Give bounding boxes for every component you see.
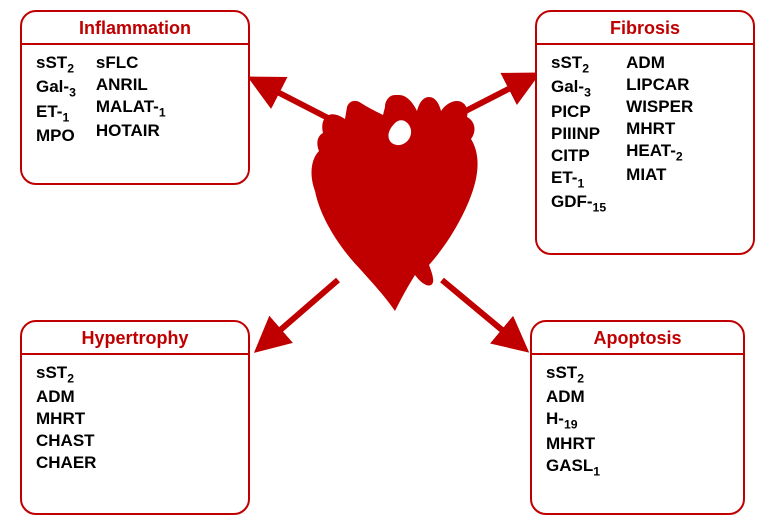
list-item: WISPER xyxy=(626,97,693,117)
list-item: ANRIL xyxy=(96,75,166,95)
list-column: sST2ADMMHRTCHASTCHAER xyxy=(36,363,96,473)
list-item: MALAT-1 xyxy=(96,97,166,119)
list-item: ADM xyxy=(36,387,96,407)
list-item: CHAER xyxy=(36,453,96,473)
list-item: sST2 xyxy=(36,363,96,385)
list-item: Gal-3 xyxy=(36,77,76,99)
subscript: 1 xyxy=(577,176,584,190)
list-item: HOTAIR xyxy=(96,121,166,141)
list-item: PICP xyxy=(551,102,606,122)
arrow-to-apoptosis xyxy=(442,280,520,345)
fibrosis-body: sST2Gal-3 PICPPIIINPCITPET-1GDF-15 ADMLIPC… xyxy=(537,45,753,225)
list-item: PIIINP xyxy=(551,124,606,144)
list-item: MIAT xyxy=(626,165,693,185)
list-item: LIPCAR xyxy=(626,75,693,95)
subscript: 3 xyxy=(69,86,76,100)
list-item: ADM xyxy=(626,53,693,73)
list-item: CHAST xyxy=(36,431,96,451)
apoptosis-box: Apoptosis sST2ADMH-19 MHRTGASL1 xyxy=(530,320,745,515)
arrow-to-fibrosis xyxy=(452,78,530,118)
subscript: 2 xyxy=(676,149,683,163)
hypertrophy-body: sST2ADMMHRTCHASTCHAER xyxy=(22,355,248,483)
fibrosis-title: Fibrosis xyxy=(537,12,753,45)
hypertrophy-title: Hypertrophy xyxy=(22,322,248,355)
list-item: HEAT-2 xyxy=(626,141,693,163)
apoptosis-body: sST2ADMH-19 MHRTGASL1 xyxy=(532,355,743,488)
subscript: 19 xyxy=(564,418,578,432)
inflammation-title: Inflammation xyxy=(22,12,248,45)
list-item: ET-1 xyxy=(36,102,76,124)
list-column: sFLCANRILMALAT-1HOTAIR xyxy=(96,53,166,146)
arrow-to-inflammation xyxy=(258,82,328,118)
list-item: Gal-3 xyxy=(551,77,606,99)
subscript: 2 xyxy=(67,61,74,75)
apoptosis-title: Apoptosis xyxy=(532,322,743,355)
subscript: 15 xyxy=(593,201,607,215)
fibrosis-box: Fibrosis sST2Gal-3 PICPPIIINPCITPET-1GDF-… xyxy=(535,10,755,255)
list-item: MPO xyxy=(36,126,76,146)
inflammation-box: Inflammation sST2Gal-3 ET-1MPO sFLCANRILMA… xyxy=(20,10,250,185)
list-item: MHRT xyxy=(36,409,96,429)
list-item: sST2 xyxy=(36,53,76,75)
subscript: 1 xyxy=(593,464,600,478)
list-item: H-19 xyxy=(546,409,600,431)
subscript: 3 xyxy=(584,86,591,100)
list-item: GDF-15 xyxy=(551,192,606,214)
subscript: 2 xyxy=(577,371,584,385)
subscript: 1 xyxy=(62,110,69,124)
list-item: sST2 xyxy=(546,363,600,385)
list-column: sST2Gal-3 ET-1MPO xyxy=(36,53,76,146)
list-column: sST2Gal-3 PICPPIIINPCITPET-1GDF-15 xyxy=(551,53,606,215)
list-item: ADM xyxy=(546,387,600,407)
list-item: sST2 xyxy=(551,53,606,75)
subscript: 2 xyxy=(582,61,589,75)
list-item: CITP xyxy=(551,146,606,166)
arrow-to-hypertrophy xyxy=(263,280,338,345)
list-item: MHRT xyxy=(626,119,693,139)
list-column: ADMLIPCARWISPERMHRTHEAT-2MIAT xyxy=(626,53,693,215)
list-item: sFLC xyxy=(96,53,166,73)
inflammation-body: sST2Gal-3 ET-1MPO sFLCANRILMALAT-1HOTAIR xyxy=(22,45,248,156)
list-item: MHRT xyxy=(546,434,600,454)
hypertrophy-box: Hypertrophy sST2ADMMHRTCHASTCHAER xyxy=(20,320,250,515)
list-column: sST2ADMH-19 MHRTGASL1 xyxy=(546,363,600,478)
subscript: 1 xyxy=(159,105,166,119)
list-item: ET-1 xyxy=(551,168,606,190)
subscript: 2 xyxy=(67,371,74,385)
list-item: GASL1 xyxy=(546,456,600,478)
